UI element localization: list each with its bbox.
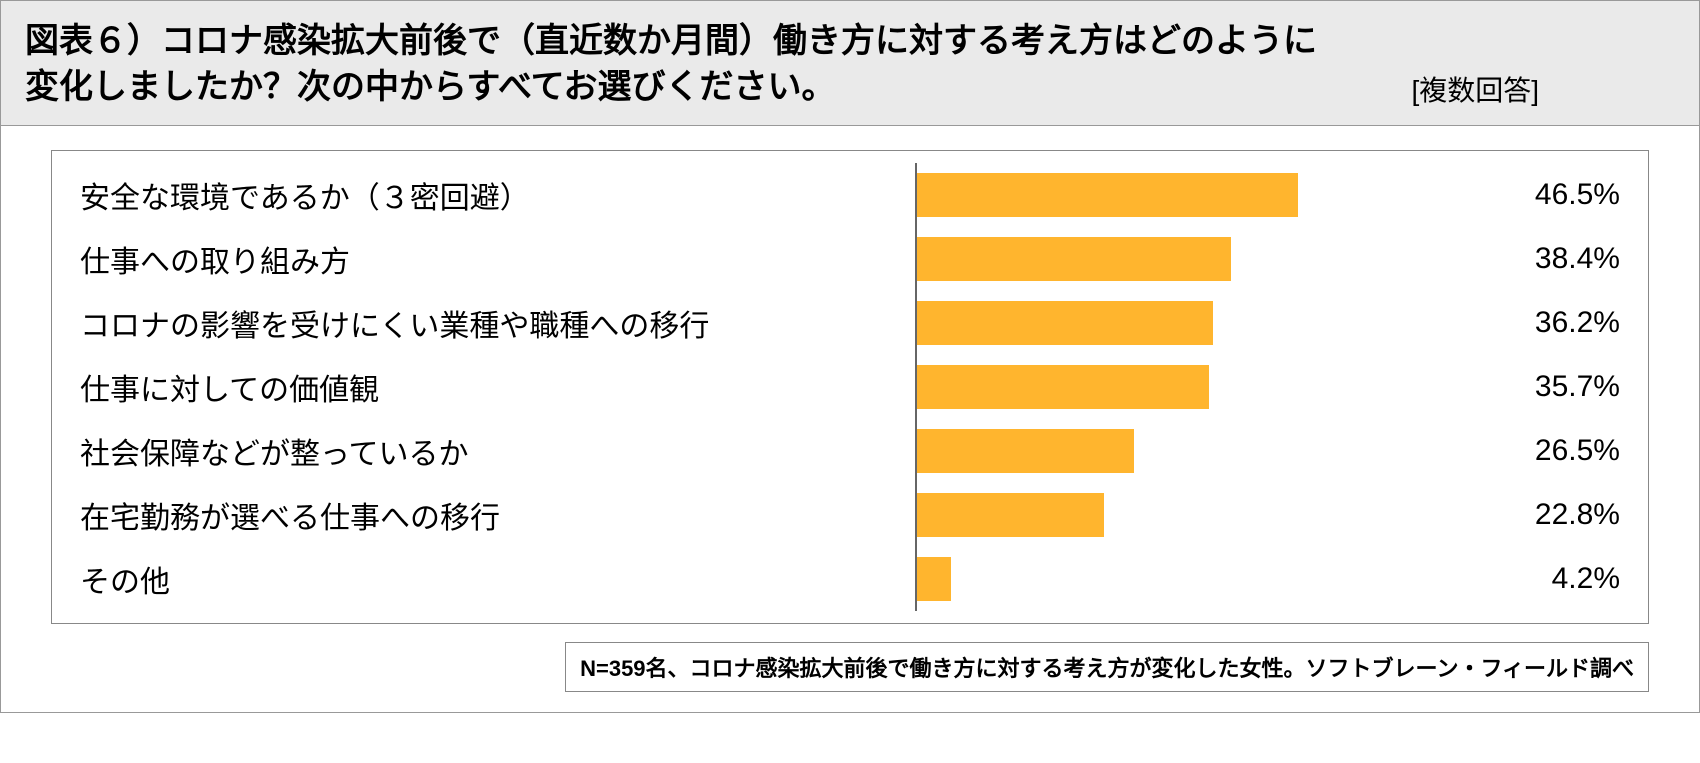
chart-row: 安全な環境であるか（３密回避） 46.5% xyxy=(80,163,1620,227)
row-value: 46.5% xyxy=(1490,178,1620,212)
row-label: 仕事への取り組み方 xyxy=(80,237,915,281)
row-label: 安全な環境であるか（３密回避） xyxy=(80,173,915,217)
chart-row: 在宅勤務が選べる仕事への移行 22.8% xyxy=(80,483,1620,547)
bar-track xyxy=(915,163,1490,227)
figure-header: 図表６）コロナ感染拡大前後で（直近数か月間）働き方に対する考え方はどのように変化… xyxy=(1,1,1699,126)
row-value: 22.8% xyxy=(1490,498,1620,532)
row-label: 仕事に対しての価値観 xyxy=(80,365,915,409)
chart-row: 社会保障などが整っているか 26.5% xyxy=(80,419,1620,483)
bar-track xyxy=(915,355,1490,419)
row-value: 26.5% xyxy=(1490,434,1620,468)
bar-fill xyxy=(917,365,1209,409)
bar-fill xyxy=(917,173,1298,217)
chart-row: 仕事への取り組み方 38.4% xyxy=(80,227,1620,291)
chart-row: 仕事に対しての価値観 35.7% xyxy=(80,355,1620,419)
bar-fill xyxy=(917,493,1104,537)
figure-container: 図表６）コロナ感染拡大前後で（直近数か月間）働き方に対する考え方はどのように変化… xyxy=(0,0,1700,713)
chart-row: その他 4.2% xyxy=(80,547,1620,611)
footer-area: N=359名、コロナ感染拡大前後で働き方に対する考え方が変化した女性。ソフトブレ… xyxy=(1,642,1699,712)
row-value: 36.2% xyxy=(1490,306,1620,340)
chart-area: 安全な環境であるか（３密回避） 46.5% 仕事への取り組み方 38.4% コロナの影響… xyxy=(1,126,1699,642)
row-value: 4.2% xyxy=(1490,562,1620,596)
sample-note: N=359名、コロナ感染拡大前後で働き方に対する考え方が変化した女性。ソフトブレ… xyxy=(565,642,1649,692)
bar-fill xyxy=(917,237,1231,281)
bar-track xyxy=(915,419,1490,483)
chart-row: コロナの影響を受けにくい業種や職種への移行 36.2% xyxy=(80,291,1620,355)
bar-track xyxy=(915,547,1490,611)
row-label: 在宅勤務が選べる仕事への移行 xyxy=(80,493,915,537)
row-label: その他 xyxy=(80,557,915,601)
bar-track xyxy=(915,483,1490,547)
bar-fill xyxy=(917,429,1134,473)
response-type-tag: [複数回答] xyxy=(1411,69,1539,109)
bar-track xyxy=(915,291,1490,355)
row-value: 35.7% xyxy=(1490,370,1620,404)
bar-track xyxy=(915,227,1490,291)
row-value: 38.4% xyxy=(1490,242,1620,276)
bar-fill xyxy=(917,301,1213,345)
row-label: コロナの影響を受けにくい業種や職種への移行 xyxy=(80,301,915,345)
row-label: 社会保障などが整っているか xyxy=(80,429,915,473)
bar-fill xyxy=(917,557,951,601)
chart-box: 安全な環境であるか（３密回避） 46.5% 仕事への取り組み方 38.4% コロナの影響… xyxy=(51,150,1649,624)
